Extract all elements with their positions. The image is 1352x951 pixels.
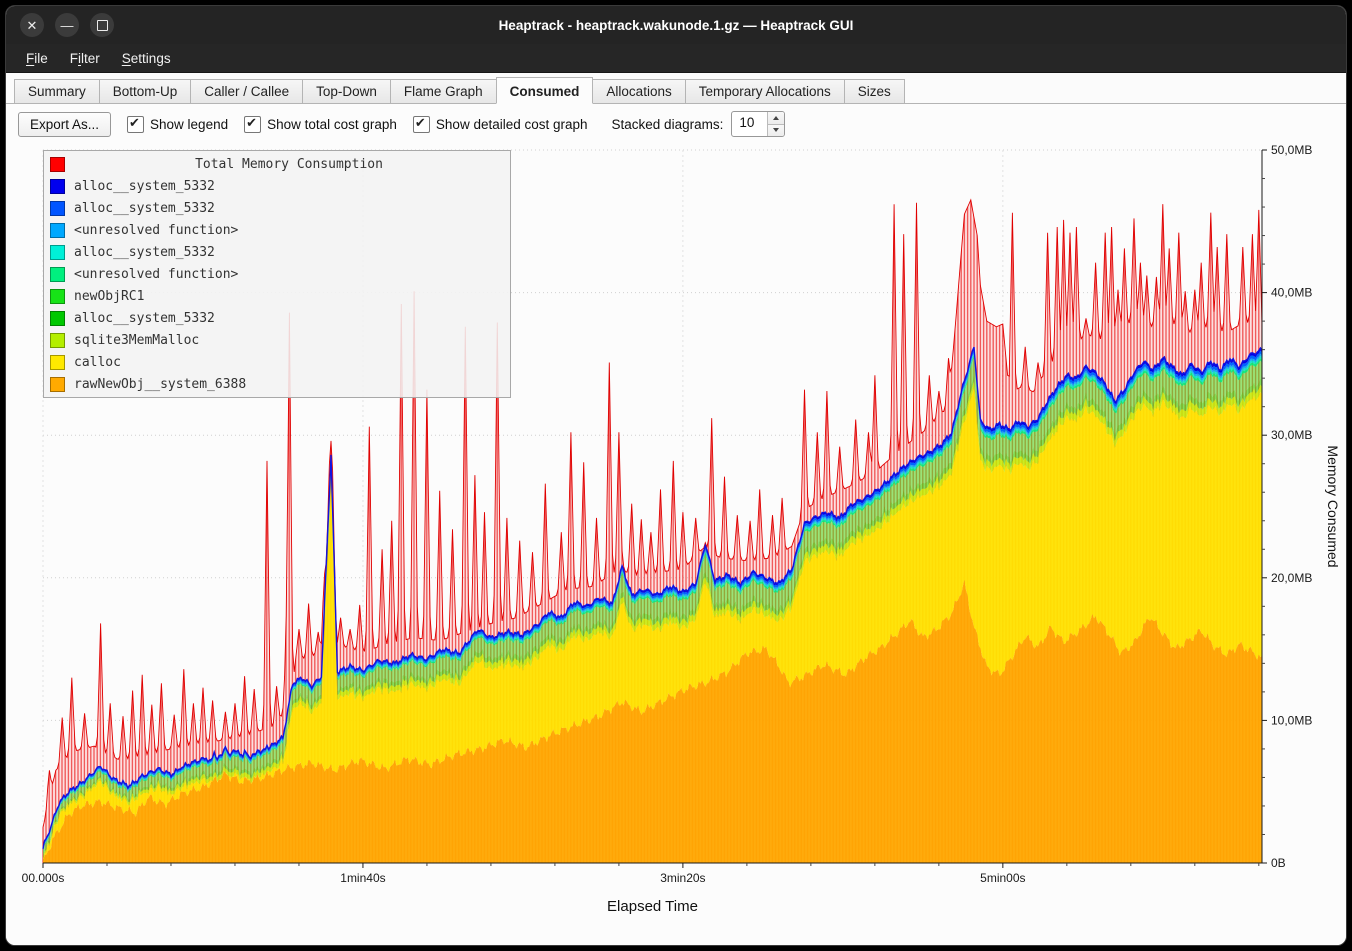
x-tick-label: 5min00s <box>980 871 1025 885</box>
checkbox-show-legend[interactable]: Show legend <box>127 115 229 133</box>
spin-down-button[interactable] <box>768 123 785 136</box>
legend-item: alloc__system_5332 <box>44 307 510 329</box>
checkbox-label: Show total cost graph <box>267 116 397 132</box>
tab-summary[interactable]: Summary <box>14 79 99 104</box>
tab-consumed[interactable]: Consumed <box>495 77 594 104</box>
titlebar[interactable]: ✕ — Heaptrack - heaptrack.wakunode.1.gz … <box>6 6 1346 44</box>
y-tick-label: 30,0MB <box>1271 428 1312 442</box>
minimize-button[interactable]: — <box>55 13 79 37</box>
chart-area: 0B 10,0MB 20,0MB 30,0MB 40,0MB 50,0MB 00.000s 1… <box>6 142 1346 945</box>
heaptrack-window: ✕ — Heaptrack - heaptrack.wakunode.1.gz … <box>5 5 1347 946</box>
legend-label: alloc__system_5332 <box>74 244 215 260</box>
x-tick-label: 3min20s <box>660 871 705 885</box>
stacked-diagrams-spinbox[interactable]: 10 <box>731 111 786 137</box>
series-area-rawnewobj-system-6388-0 <box>43 579 1262 863</box>
legend-swatch <box>50 288 65 304</box>
memory-consumption-chart[interactable]: 0B 10,0MB 20,0MB 30,0MB 40,0MB 50,0MB 00.000s 1… <box>6 142 1346 945</box>
close-button[interactable]: ✕ <box>20 13 44 37</box>
tab-bar: Summary Bottom-Up Caller / Callee Top-Down F… <box>6 73 1346 104</box>
menu-item-filter[interactable]: Filter <box>69 50 100 66</box>
legend-swatch <box>50 200 65 216</box>
detailed-cost-stack <box>43 347 1262 863</box>
legend-label: newObjRC1 <box>74 288 145 304</box>
chart-axes: 0B 10,0MB 20,0MB 30,0MB 40,0MB 50,0MB 00.000s 1… <box>22 143 1341 915</box>
legend-item: calloc <box>44 351 510 373</box>
close-icon: ✕ <box>26 17 38 33</box>
tab-top-down[interactable]: Top-Down <box>302 79 390 104</box>
legend-item: <unresolved function> <box>44 219 510 241</box>
legend-item: alloc__system_5332 <box>44 241 510 263</box>
x-tick-label: 1min40s <box>340 871 385 885</box>
series-area-calloc-1 <box>43 387 1262 862</box>
chevron-up-icon <box>773 115 780 120</box>
series-area-newobjrc1-4 <box>43 357 1262 857</box>
legend-label: sqlite3MemMalloc <box>74 332 200 348</box>
checkbox-checked-icon <box>412 115 430 133</box>
y-tick-label: 0B <box>1271 856 1286 870</box>
legend-swatch <box>50 332 65 348</box>
x-axis-title: Elapsed Time <box>607 898 698 915</box>
tab-allocations[interactable]: Allocations <box>593 79 685 104</box>
minimize-icon: — <box>60 17 74 33</box>
maximize-icon <box>96 19 108 31</box>
legend-title: Total Memory Consumption <box>195 156 383 172</box>
spin-up-button[interactable] <box>768 112 785 124</box>
tab-flame-graph[interactable]: Flame Graph <box>389 79 496 104</box>
chart-legend: Total Memory Consumption alloc__system_5… <box>43 150 511 398</box>
legend-label: rawNewObj__system_6388 <box>74 376 247 392</box>
legend-swatch <box>50 244 65 260</box>
y-tick-label: 40,0MB <box>1271 286 1312 300</box>
tab-bottom-up[interactable]: Bottom-Up <box>98 79 191 104</box>
legend-swatch <box>50 266 65 282</box>
legend-label: alloc__system_5332 <box>74 200 215 216</box>
legend-item: alloc__system_5332 <box>44 197 510 219</box>
legend-swatch <box>50 310 65 326</box>
legend-swatch <box>50 354 65 370</box>
y-axis-title: Memory Consumed <box>1325 445 1341 567</box>
y-tick-label: 50,0MB <box>1271 143 1312 157</box>
checkbox-label: Show legend <box>150 116 229 132</box>
tab-sizes[interactable]: Sizes <box>843 79 905 104</box>
x-tick-label: 00.000s <box>22 871 65 885</box>
menubar: File Filter Settings <box>6 44 1346 73</box>
y-tick-label: 20,0MB <box>1271 571 1312 585</box>
legend-label: <unresolved function> <box>74 222 239 238</box>
toolbar: Export As... Show legend Show total cost… <box>6 104 1346 142</box>
legend-item: alloc__system_5332 <box>44 175 510 197</box>
legend-label: calloc <box>74 354 121 370</box>
window-title: Heaptrack - heaptrack.wakunode.1.gz — He… <box>498 17 854 33</box>
legend-label: <unresolved function> <box>74 266 239 282</box>
legend-item: rawNewObj__system_6388 <box>44 373 510 395</box>
stacked-diagrams-label: Stacked diagrams: <box>611 116 724 132</box>
stacked-diagrams-value[interactable]: 10 <box>739 115 755 130</box>
y-tick-label: 10,0MB <box>1271 713 1312 727</box>
menu-item-settings[interactable]: Settings <box>121 50 171 66</box>
checkbox-show-total-cost-graph[interactable]: Show total cost graph <box>244 115 397 133</box>
checkbox-show-detailed-cost-graph[interactable]: Show detailed cost graph <box>412 115 588 133</box>
legend-swatch <box>50 376 65 392</box>
legend-title-row: Total Memory Consumption <box>44 153 510 175</box>
stack-top-line <box>42 346 1263 849</box>
tab-caller-callee[interactable]: Caller / Callee <box>190 79 303 104</box>
window-controls: ✕ — <box>20 13 114 37</box>
spinbox-arrows <box>767 112 785 136</box>
legend-item: <unresolved function> <box>44 263 510 285</box>
legend-item: sqlite3MemMalloc <box>44 329 510 351</box>
legend-label: alloc__system_5332 <box>74 310 215 326</box>
checkbox-label: Show detailed cost graph <box>435 116 588 132</box>
checkbox-checked-icon <box>127 115 145 133</box>
tab-temporary-allocations[interactable]: Temporary Allocations <box>684 79 844 104</box>
chevron-down-icon <box>773 128 780 133</box>
legend-item: newObjRC1 <box>44 285 510 307</box>
checkbox-checked-icon <box>244 115 262 133</box>
total-memory-swatch <box>50 156 65 172</box>
legend-swatch <box>50 178 65 194</box>
menu-item-file[interactable]: File <box>26 50 48 66</box>
legend-label: alloc__system_5332 <box>74 178 215 194</box>
legend-swatch <box>50 222 65 238</box>
export-as-button[interactable]: Export As... <box>18 111 112 137</box>
maximize-button[interactable] <box>90 13 114 37</box>
